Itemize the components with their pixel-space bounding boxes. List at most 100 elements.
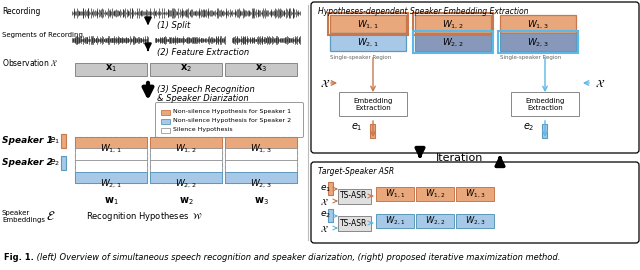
Bar xyxy=(75,160,147,172)
Text: (2) Feature Extraction: (2) Feature Extraction xyxy=(157,48,249,57)
Text: $\mathcal{X}$: $\mathcal{X}$ xyxy=(320,78,330,89)
Bar xyxy=(225,63,297,76)
Bar xyxy=(330,15,406,33)
Text: (3) Speech Recognition: (3) Speech Recognition xyxy=(157,85,255,94)
Bar xyxy=(415,15,491,33)
Text: Speaker 2: Speaker 2 xyxy=(2,158,53,167)
Text: $W_{1,2}$: $W_{1,2}$ xyxy=(425,188,445,200)
Text: $W_{2,1}$: $W_{2,1}$ xyxy=(385,215,405,227)
Text: $\mathbf{x}_1$: $\mathbf{x}_1$ xyxy=(105,62,117,74)
Text: Iteration: Iteration xyxy=(436,153,484,163)
Text: $e_1$: $e_1$ xyxy=(320,183,331,194)
Text: $W_{1,1}$: $W_{1,1}$ xyxy=(385,188,405,200)
Bar xyxy=(416,187,454,201)
Text: Single-speaker Region: Single-speaker Region xyxy=(500,55,561,60)
Bar xyxy=(376,187,414,201)
Bar xyxy=(75,137,147,148)
Text: Non-silence Hypothesis for Speaker 1: Non-silence Hypothesis for Speaker 1 xyxy=(173,109,291,114)
Text: $\mathbf{w}_3$: $\mathbf{w}_3$ xyxy=(253,195,268,207)
Text: $\mathcal{X}$: $\mathcal{X}$ xyxy=(320,197,329,207)
Text: $W_{2,3}$: $W_{2,3}$ xyxy=(465,215,485,227)
Text: (1) Split: (1) Split xyxy=(157,21,190,30)
Text: TS-ASR: TS-ASR xyxy=(340,218,368,228)
Text: $e_2$: $e_2$ xyxy=(49,158,60,168)
Text: $e_1$: $e_1$ xyxy=(49,136,60,147)
Text: $\mathbf{w}_1$: $\mathbf{w}_1$ xyxy=(104,195,118,207)
Bar xyxy=(456,187,494,201)
FancyBboxPatch shape xyxy=(311,2,639,153)
Bar xyxy=(413,31,493,53)
FancyBboxPatch shape xyxy=(337,188,371,204)
Text: $\mathcal{X}$: $\mathcal{X}$ xyxy=(595,78,605,89)
Bar xyxy=(150,63,222,76)
Bar xyxy=(416,214,454,228)
Text: $e_2$: $e_2$ xyxy=(320,210,331,221)
Text: $W_{1,1}$: $W_{1,1}$ xyxy=(100,143,122,155)
Bar xyxy=(328,13,408,35)
Bar xyxy=(75,63,147,76)
Bar xyxy=(150,172,222,183)
Bar xyxy=(376,214,414,228)
Bar xyxy=(415,33,491,51)
Text: $e_1$: $e_1$ xyxy=(351,121,363,133)
Bar xyxy=(75,148,147,160)
Text: $W_{1,3}$: $W_{1,3}$ xyxy=(465,188,485,200)
Text: Recording: Recording xyxy=(2,7,40,16)
Text: Speaker 1: Speaker 1 xyxy=(2,136,53,145)
Text: $W_{2,1}$: $W_{2,1}$ xyxy=(357,37,379,49)
Text: $\mathbf{x}_3$: $\mathbf{x}_3$ xyxy=(255,62,267,74)
Bar xyxy=(75,172,147,183)
Bar xyxy=(61,134,66,148)
Text: $W_{2,2}$: $W_{2,2}$ xyxy=(425,215,445,227)
Bar xyxy=(456,214,494,228)
Bar xyxy=(75,137,147,183)
Bar xyxy=(413,13,493,35)
Text: Non-silence Hypothesis for Speaker 2: Non-silence Hypothesis for Speaker 2 xyxy=(173,118,291,123)
Bar xyxy=(161,110,170,114)
Text: Embedding
Extraction: Embedding Extraction xyxy=(525,97,564,110)
Bar xyxy=(150,148,222,160)
Text: $W_{2,3}$: $W_{2,3}$ xyxy=(250,178,272,190)
Text: $W_{1,2}$: $W_{1,2}$ xyxy=(175,143,196,155)
Text: $W_{1,1}$: $W_{1,1}$ xyxy=(357,19,379,31)
Bar xyxy=(498,31,578,53)
Bar xyxy=(500,15,576,33)
Text: Fig. 1.: Fig. 1. xyxy=(4,253,34,262)
Text: $W_{2,1}$: $W_{2,1}$ xyxy=(100,178,122,190)
Bar xyxy=(328,182,333,195)
Bar xyxy=(370,124,375,138)
Text: $W_{2,3}$: $W_{2,3}$ xyxy=(527,37,549,49)
Text: Target-Speaker ASR: Target-Speaker ASR xyxy=(318,167,394,176)
Text: Segments of Recording: Segments of Recording xyxy=(2,32,83,38)
Text: $W_{1,3}$: $W_{1,3}$ xyxy=(527,19,549,31)
Bar xyxy=(61,156,66,170)
Bar xyxy=(225,160,297,172)
Text: (left) Overview of simultaneous speech recognition and speaker diarization, (rig: (left) Overview of simultaneous speech r… xyxy=(34,253,561,262)
FancyBboxPatch shape xyxy=(339,92,407,116)
Text: Speaker
Embeddings: Speaker Embeddings xyxy=(2,210,45,223)
Bar xyxy=(150,137,222,148)
Bar xyxy=(542,124,547,138)
Text: Silence Hypothesis: Silence Hypothesis xyxy=(173,127,232,132)
FancyBboxPatch shape xyxy=(311,162,639,243)
FancyBboxPatch shape xyxy=(511,92,579,116)
Bar xyxy=(225,137,297,148)
Text: $\mathcal{E}$: $\mathcal{E}$ xyxy=(46,210,56,223)
Bar xyxy=(225,172,297,183)
Text: & Speaker Diarization: & Speaker Diarization xyxy=(157,94,248,103)
Text: Embedding
Extraction: Embedding Extraction xyxy=(353,97,393,110)
Text: $\mathbf{x}_2$: $\mathbf{x}_2$ xyxy=(180,62,192,74)
Bar xyxy=(225,137,297,183)
Text: Single-speaker Region: Single-speaker Region xyxy=(330,55,391,60)
Text: Hypotheses-dependent Speaker Embedding Extraction: Hypotheses-dependent Speaker Embedding E… xyxy=(318,7,529,16)
Bar xyxy=(161,127,170,133)
Text: Observation $\mathcal{X}$: Observation $\mathcal{X}$ xyxy=(2,58,58,68)
Text: $\mathcal{X}$: $\mathcal{X}$ xyxy=(320,224,329,234)
Bar xyxy=(150,137,222,183)
Text: $W_{2,2}$: $W_{2,2}$ xyxy=(175,178,196,190)
Bar xyxy=(330,33,406,51)
Text: $W_{1,2}$: $W_{1,2}$ xyxy=(442,19,464,31)
Bar xyxy=(225,148,297,160)
Text: Recognition Hypotheses  $\mathcal{W}$: Recognition Hypotheses $\mathcal{W}$ xyxy=(86,210,204,223)
Text: $W_{2,2}$: $W_{2,2}$ xyxy=(442,37,464,49)
